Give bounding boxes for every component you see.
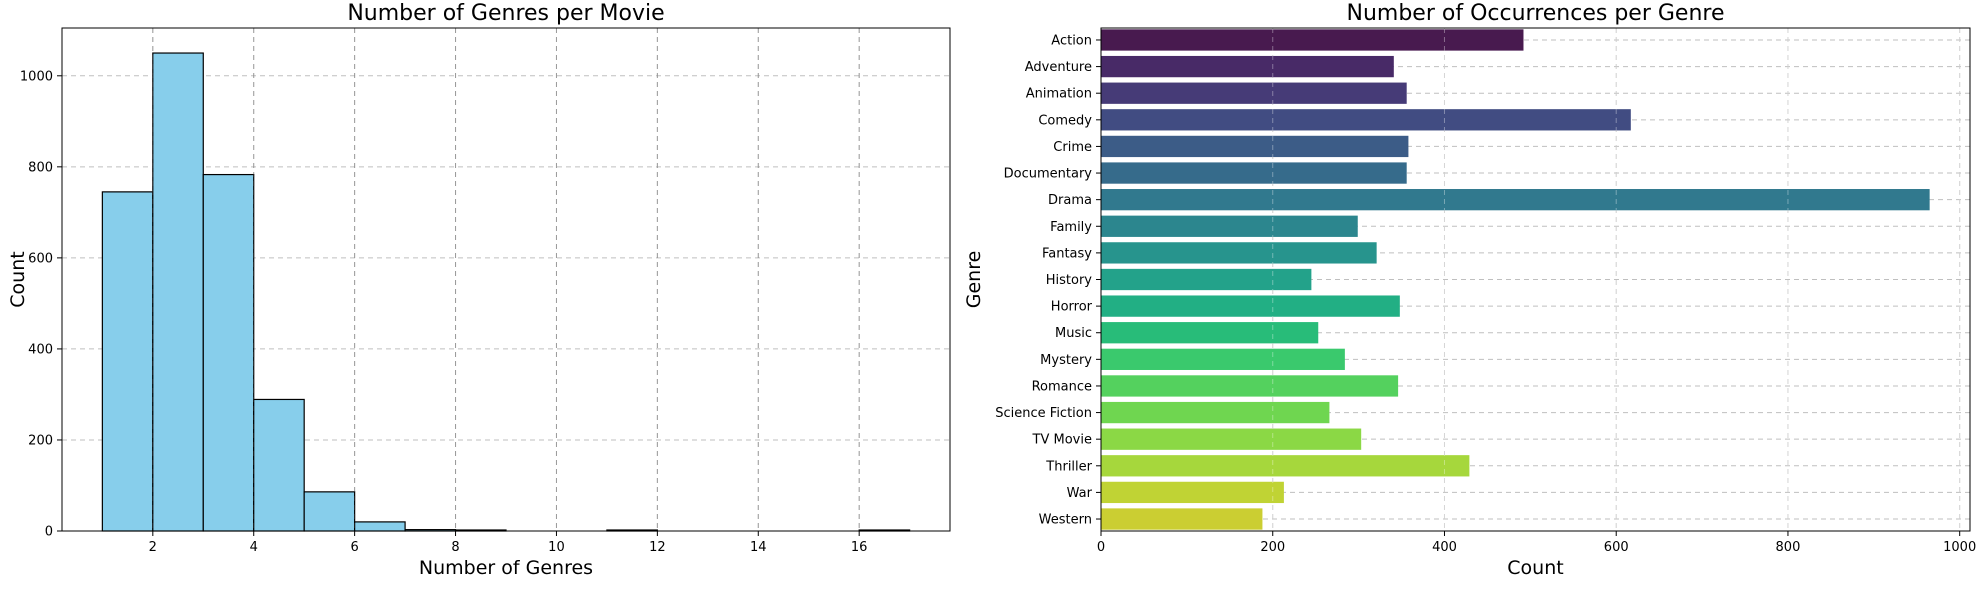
right-x-tick-label-0: 0	[1097, 540, 1105, 555]
genre-label-comedy: Comedy	[1038, 113, 1092, 128]
genre-bar-western	[1101, 508, 1263, 530]
right-x-tick-label-600: 600	[1604, 540, 1629, 555]
left-y-tick-label-400: 400	[28, 342, 53, 357]
genre-label-crime: Crime	[1053, 140, 1092, 155]
genre-label-music: Music	[1055, 326, 1092, 341]
right-y-ticks: Action Adventure Animation Comedy Crime Docum…	[995, 33, 1101, 528]
histogram-bar-5	[354, 521, 406, 532]
left-x-tick-label-8: 8	[451, 540, 459, 555]
genre-label-western: Western	[1039, 513, 1092, 528]
genre-bar-drama	[1101, 189, 1930, 211]
left-y-tick-label-200: 200	[28, 433, 53, 448]
left-x-tick-label-16: 16	[851, 540, 868, 555]
genre-bar-history	[1101, 268, 1312, 291]
genre-bar-family	[1101, 215, 1358, 237]
left-bars	[101, 28, 911, 532]
genre-bar-animation	[1101, 82, 1407, 104]
genre-bar-documentary	[1101, 162, 1407, 184]
right-chart-title: Number of Occurrences per Genre	[1347, 1, 1725, 26]
genre-label-action: Action	[1051, 33, 1092, 48]
left-x-tick-label-2: 2	[149, 540, 157, 555]
left-x-ticks: 2 4 6 8 10 12 14 16	[149, 531, 868, 555]
right-x-tick-label-200: 200	[1260, 540, 1285, 555]
histogram-bar-2	[202, 173, 255, 532]
genre-bar-thriller	[1101, 455, 1470, 477]
genre-bar-horror	[1101, 295, 1400, 317]
genre-bar-mystery	[1101, 348, 1345, 370]
genre-label-science-fiction: Science Fiction	[995, 406, 1092, 421]
genre-bar-crime	[1101, 135, 1409, 158]
genre-bar-romance	[1101, 375, 1399, 397]
genre-label-mystery: Mystery	[1040, 353, 1092, 368]
left-chart-title: Number of Genres per Movie	[347, 1, 664, 26]
genre-label-fantasy: Fantasy	[1042, 246, 1092, 261]
right-y-axis-label: Genre	[963, 251, 985, 309]
genre-label-romance: Romance	[1032, 379, 1092, 394]
left-y-tick-label-1000: 1000	[20, 69, 53, 84]
histogram-bar-3	[253, 398, 305, 532]
genre-bar-comedy	[1101, 109, 1631, 131]
left-y-tick-label-0: 0	[45, 525, 53, 540]
left-x-axis-label: Number of Genres	[419, 557, 593, 579]
left-y-ticks: 0 200 400 600 800 1000	[20, 69, 62, 540]
genre-label-adventure: Adventure	[1025, 60, 1092, 75]
histogram-bar-0	[101, 191, 154, 532]
left-x-tick-label-14: 14	[750, 540, 767, 555]
genre-bar-tv-movie	[1101, 428, 1362, 450]
right-x-tick-label-400: 400	[1432, 540, 1457, 555]
left-grid	[62, 28, 950, 532]
genre-bar-music	[1101, 322, 1319, 344]
genre-label-history: History	[1046, 273, 1093, 288]
genre-label-animation: Animation	[1026, 87, 1092, 102]
left-x-tick-label-6: 6	[350, 540, 358, 555]
genre-label-war: War	[1067, 486, 1093, 501]
left-x-tick-label-10: 10	[548, 540, 565, 555]
genre-label-documentary: Documentary	[1004, 167, 1093, 182]
genre-bar-science-fiction	[1101, 401, 1330, 424]
histogram-bar-4	[303, 491, 356, 532]
left-y-tick-label-800: 800	[28, 160, 53, 175]
genres-per-movie-histogram: 2 4 6 8 10 12 14 16 0 200 400 600 800 1000 Number of…	[7, 1, 951, 579]
left-x-tick-label-4: 4	[250, 540, 258, 555]
genre-label-family: Family	[1050, 220, 1092, 235]
histogram-bar-1	[152, 52, 204, 532]
genre-bar-war	[1101, 481, 1284, 504]
genre-label-tv-movie: TV Movie	[1032, 433, 1092, 448]
left-x-tick-label-12: 12	[649, 540, 666, 555]
right-x-ticks: 0 200 400 600 800 1000	[1097, 531, 1976, 555]
right-x-axis-label: Count	[1507, 557, 1563, 579]
right-x-tick-label-1000: 1000	[1943, 540, 1976, 555]
genre-bar-fantasy	[1101, 242, 1377, 264]
occurrences-per-genre-bar-chart: 0 200 400 600 800 1000 Action Adventure Animati…	[963, 1, 1976, 579]
genre-label-drama: Drama	[1048, 193, 1092, 208]
left-y-tick-label-600: 600	[28, 251, 53, 266]
right-x-tick-label-800: 800	[1776, 540, 1801, 555]
left-y-axis-label: Count	[7, 251, 29, 307]
genre-bar-action	[1101, 29, 1524, 51]
genre-label-horror: Horror	[1051, 300, 1093, 315]
genre-label-thriller: Thriller	[1045, 459, 1092, 474]
genre-bar-adventure	[1101, 55, 1394, 78]
left-plot-frame	[61, 27, 951, 532]
